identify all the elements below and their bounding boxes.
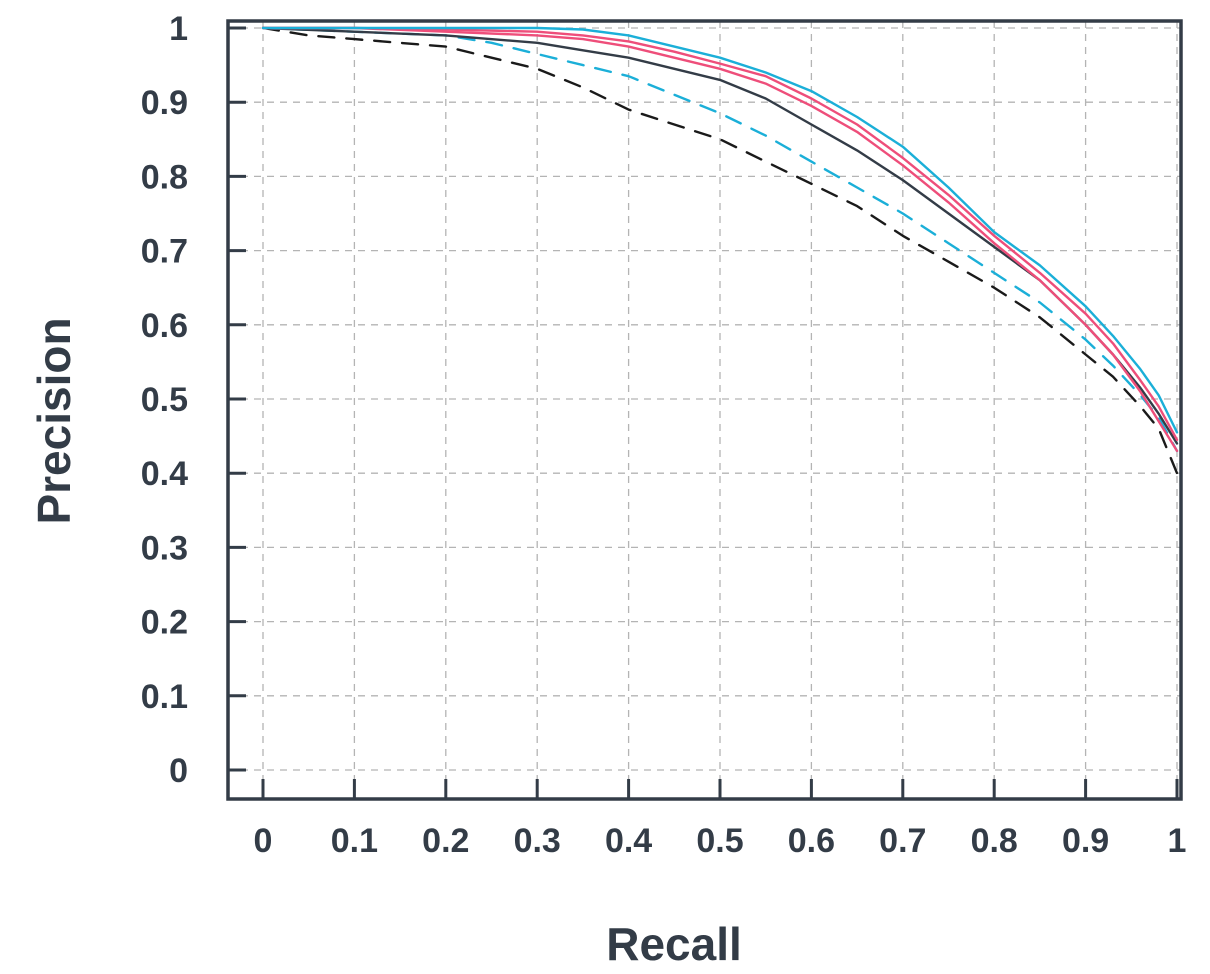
- x-tick-labels: 0 0.1 0.2 0.3 0.4 0.5 0.6 0.7 0.8 0.9 1: [254, 822, 1187, 860]
- y-tick-label: 0: [169, 752, 188, 790]
- series-line-5: [261, 26, 1179, 441]
- x-tick-label: 1: [1168, 822, 1187, 860]
- x-axis-title: Recall: [606, 918, 742, 970]
- series-line-6: [261, 26, 1179, 434]
- plot-frame: [226, 19, 1183, 801]
- series-group: [261, 26, 1179, 475]
- series-line-4: [261, 26, 1179, 453]
- x-tick-label: 0.1: [331, 822, 378, 860]
- axis-ticks: [228, 26, 1179, 799]
- grid: [228, 21, 1181, 799]
- x-tick-label: 0.6: [788, 822, 835, 860]
- y-axis-title: Precision: [28, 317, 80, 524]
- x-tick-label: 0: [254, 822, 273, 860]
- y-tick-label: 0.2: [141, 604, 188, 642]
- y-tick-label: 0.3: [141, 529, 188, 567]
- x-tick-label: 0.2: [422, 822, 469, 860]
- y-tick-label: 0.1: [141, 678, 188, 716]
- series-line-2: [261, 26, 1179, 453]
- y-tick-label: 0.6: [141, 307, 188, 345]
- y-tick-label: 0.5: [141, 381, 188, 419]
- x-tick-label: 0.4: [605, 822, 652, 860]
- y-tick-label: 0.8: [141, 158, 188, 196]
- x-tick-label: 0.3: [514, 822, 561, 860]
- x-tick-label: 0.9: [1062, 822, 1109, 860]
- x-tick-label: 0.7: [879, 822, 926, 860]
- y-tick-labels: 0 0.1 0.2 0.3 0.4 0.5 0.6 0.7 0.8 0.9 1: [141, 10, 188, 790]
- x-tick-label: 0.5: [696, 822, 743, 860]
- x-tick-label: 0.8: [971, 822, 1018, 860]
- series-line-1: [261, 26, 1179, 475]
- y-tick-label: 1: [169, 10, 188, 48]
- y-tick-label: 0.7: [141, 233, 188, 271]
- y-tick-label: 0.4: [141, 455, 188, 493]
- y-tick-label: 0.9: [141, 84, 188, 122]
